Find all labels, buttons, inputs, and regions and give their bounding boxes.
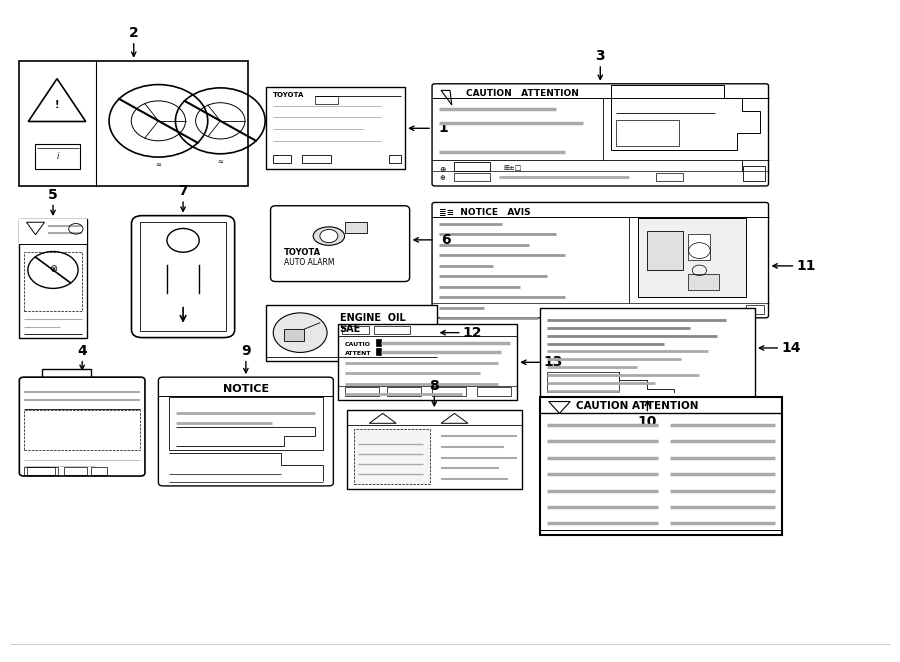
Bar	[369, 340, 389, 350]
Text: 5: 5	[48, 187, 58, 201]
Bar	[266, 87, 405, 169]
Text: ⊗: ⊗	[49, 263, 57, 273]
Text: ⊕: ⊕	[439, 175, 446, 181]
Bar	[140, 222, 226, 331]
Bar	[746, 305, 764, 314]
Text: TOYOTA: TOYOTA	[274, 93, 304, 99]
Bar	[19, 219, 86, 244]
Text: ≈: ≈	[218, 159, 223, 165]
Bar	[389, 155, 400, 163]
Bar	[169, 397, 322, 449]
Bar	[432, 387, 466, 397]
FancyBboxPatch shape	[19, 377, 145, 476]
Circle shape	[320, 230, 338, 243]
Bar	[23, 467, 55, 475]
Bar	[454, 173, 490, 181]
Bar	[342, 326, 369, 334]
FancyBboxPatch shape	[158, 377, 333, 486]
Bar	[647, 231, 683, 270]
Text: i: i	[57, 152, 59, 162]
Bar	[35, 144, 80, 169]
Bar	[540, 397, 782, 536]
Bar	[375, 348, 381, 355]
Bar	[338, 324, 518, 336]
Bar	[688, 234, 710, 260]
Bar	[638, 218, 746, 297]
Text: 1: 1	[438, 121, 447, 135]
Bar	[19, 61, 248, 186]
Bar	[64, 467, 86, 475]
Bar	[266, 305, 436, 361]
Text: 11: 11	[796, 259, 816, 273]
Bar	[302, 155, 330, 163]
Text: NOTICE: NOTICE	[223, 384, 269, 394]
Bar	[375, 339, 381, 346]
Bar	[338, 324, 518, 401]
Text: 9: 9	[241, 344, 251, 357]
Text: !: !	[55, 100, 59, 110]
Bar	[315, 95, 338, 103]
Text: CAUTION   ATTENTION: CAUTION ATTENTION	[466, 89, 579, 98]
Bar	[23, 410, 140, 449]
Text: CAUTIO: CAUTIO	[345, 342, 371, 346]
Text: 2: 2	[129, 26, 139, 40]
Bar	[616, 120, 679, 146]
Bar	[274, 155, 292, 163]
Bar	[26, 467, 58, 475]
Text: SAE: SAE	[339, 324, 361, 334]
Bar	[743, 166, 765, 181]
Bar	[354, 428, 430, 484]
Bar	[477, 387, 511, 397]
Text: 8: 8	[429, 379, 439, 393]
FancyBboxPatch shape	[432, 84, 769, 186]
Bar	[374, 326, 410, 334]
Bar	[346, 410, 522, 489]
FancyBboxPatch shape	[432, 203, 769, 318]
Text: ATTENT: ATTENT	[345, 351, 372, 355]
Bar	[454, 162, 490, 171]
Bar	[387, 387, 421, 397]
Text: AUTO ALARM: AUTO ALARM	[284, 258, 335, 267]
Text: CAUTION ATTENTION: CAUTION ATTENTION	[576, 401, 698, 411]
Circle shape	[274, 313, 327, 352]
Text: 7: 7	[178, 184, 188, 198]
Bar	[345, 387, 379, 397]
Bar	[23, 252, 82, 311]
Bar	[547, 372, 618, 392]
Text: ⊕: ⊕	[439, 165, 446, 174]
Bar	[688, 273, 719, 290]
Text: ENGINE  OIL: ENGINE OIL	[339, 312, 405, 322]
Bar	[91, 467, 107, 475]
Text: 10: 10	[638, 415, 657, 429]
Text: 4: 4	[77, 344, 87, 357]
Bar	[19, 219, 86, 338]
Ellipse shape	[313, 227, 345, 246]
Bar	[284, 329, 304, 340]
Text: ⊞±□: ⊞±□	[504, 165, 522, 171]
Bar	[41, 369, 91, 381]
Text: 14: 14	[781, 341, 801, 355]
FancyBboxPatch shape	[271, 206, 410, 281]
Bar	[345, 222, 367, 233]
Text: ≈: ≈	[156, 162, 161, 168]
Text: ≣≡  NOTICE   AVIS: ≣≡ NOTICE AVIS	[439, 208, 531, 216]
Bar	[540, 308, 755, 397]
Text: 3: 3	[596, 49, 605, 63]
Text: 12: 12	[463, 326, 482, 340]
Text: TOYOTA: TOYOTA	[284, 248, 321, 256]
Bar	[392, 340, 411, 350]
Text: 6: 6	[441, 233, 450, 247]
FancyBboxPatch shape	[131, 216, 235, 338]
Text: 13: 13	[544, 355, 562, 369]
Bar	[656, 173, 683, 181]
